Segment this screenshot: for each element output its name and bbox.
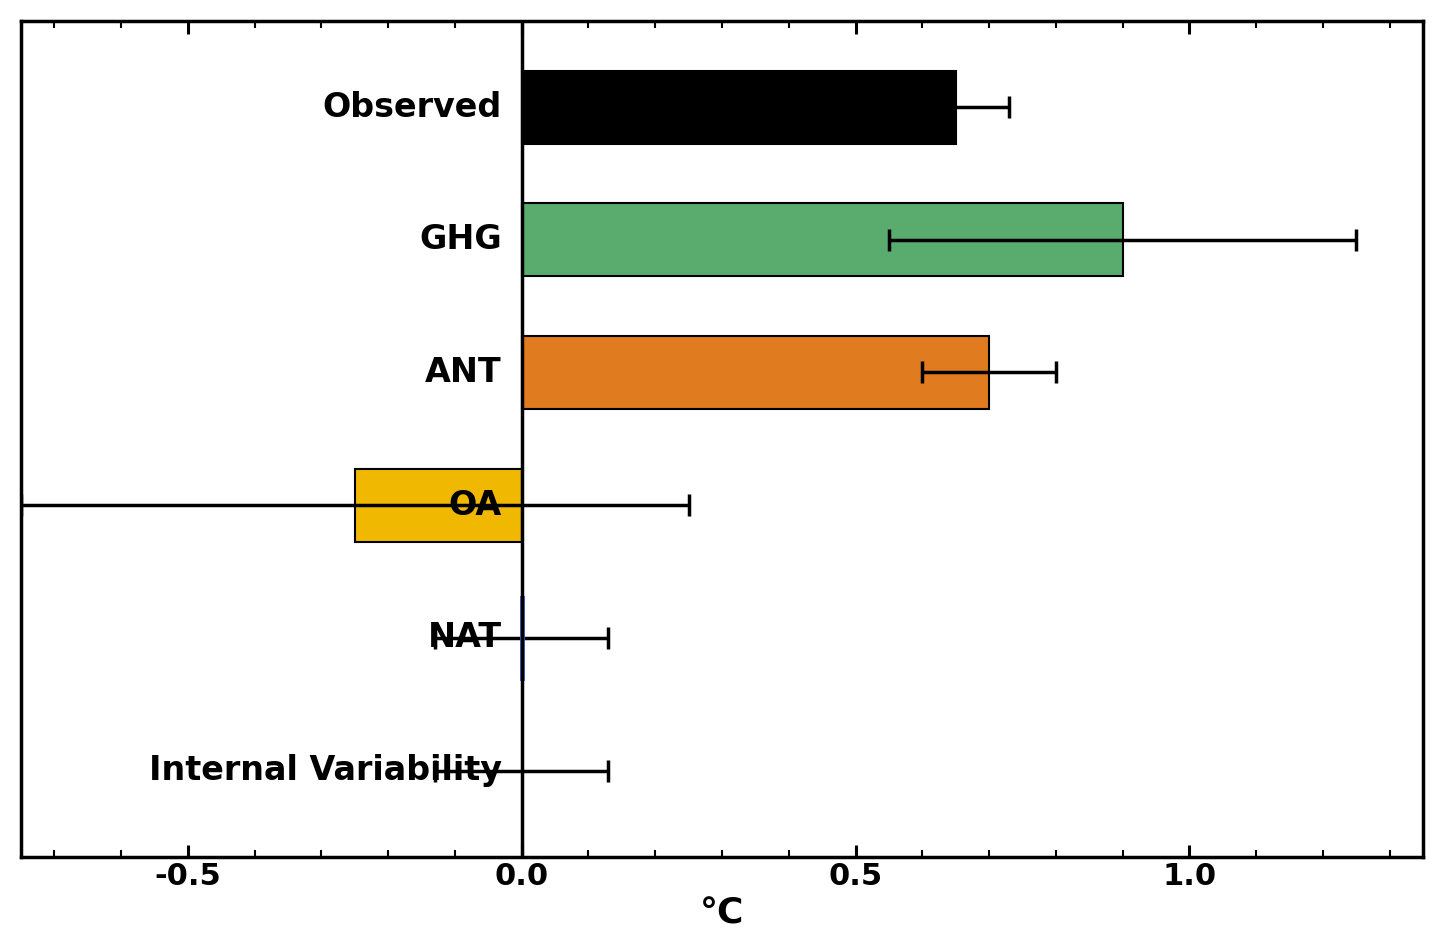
Bar xyxy=(521,70,956,144)
Bar xyxy=(355,469,521,542)
Text: GHG: GHG xyxy=(419,223,501,256)
Text: Internal Variability: Internal Variability xyxy=(149,754,501,787)
Text: Observed: Observed xyxy=(322,90,501,124)
Bar xyxy=(521,336,989,409)
Text: ANT: ANT xyxy=(425,356,501,389)
Text: NAT: NAT xyxy=(427,621,501,654)
X-axis label: °C: °C xyxy=(700,896,744,930)
Text: OA: OA xyxy=(449,489,501,522)
Bar xyxy=(521,204,1122,276)
